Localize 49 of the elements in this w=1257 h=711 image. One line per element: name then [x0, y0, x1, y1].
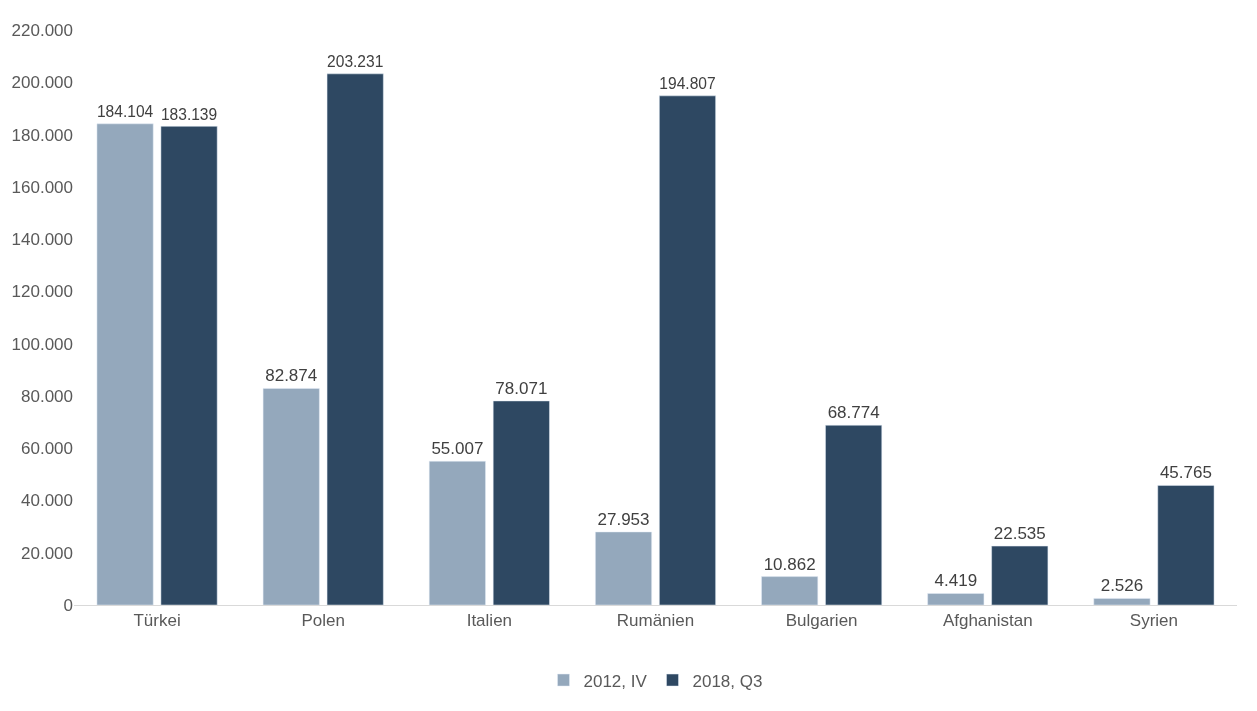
x-tick-label: Syrien	[1129, 611, 1179, 631]
x-tick-label: Rumänien	[616, 611, 695, 631]
data-label: 184.104	[96, 103, 154, 121]
y-tick-label: 140.000	[11, 230, 73, 250]
data-label: 194.807	[659, 75, 716, 93]
x-tick-label: Italien	[466, 611, 513, 631]
bar	[326, 73, 384, 605]
data-label: 203.231	[327, 53, 384, 71]
bar	[825, 425, 883, 605]
bar	[761, 576, 819, 605]
bar	[927, 593, 985, 605]
bar	[991, 545, 1049, 605]
bar	[160, 126, 218, 605]
bar	[428, 460, 486, 605]
legend-label: 2012, IV	[583, 671, 648, 691]
data-label: 183.139	[160, 105, 218, 123]
bar	[492, 400, 550, 605]
data-label: 27.953	[597, 509, 650, 529]
y-tick-label: 60.000	[21, 439, 73, 459]
data-label: 55.007	[431, 439, 484, 459]
data-label: 2.526	[1100, 576, 1144, 596]
legend-label: 2018, Q3	[692, 671, 763, 691]
x-tick-label: Bulgarien	[785, 611, 858, 631]
y-tick-label: 120.000	[11, 282, 73, 302]
y-tick-label: 20.000	[21, 543, 73, 563]
x-tick-label: Türkei	[133, 611, 181, 631]
y-tick-label: 0	[63, 595, 73, 615]
y-tick-label: 200.000	[11, 73, 73, 93]
y-tick-label: 40.000	[21, 491, 73, 511]
data-label: 68.774	[827, 403, 880, 423]
data-label: 45.765	[1159, 463, 1212, 483]
data-label: 4.419	[934, 571, 978, 591]
y-tick-label: 180.000	[11, 125, 73, 145]
y-tick-label: 100.000	[11, 334, 73, 354]
data-label: 22.535	[993, 524, 1046, 544]
bar	[659, 95, 716, 605]
bar	[595, 531, 652, 605]
bar	[1093, 598, 1151, 605]
bar	[1157, 485, 1215, 605]
data-label: 82.874	[265, 366, 318, 386]
x-tick-label: Afghanistan	[942, 611, 1033, 631]
y-tick-label: 220.000	[11, 20, 73, 40]
x-tick-label: Polen	[301, 611, 345, 631]
bar	[262, 388, 320, 605]
data-label: 78.071	[495, 378, 548, 398]
data-label: 10.862	[763, 554, 816, 574]
bar	[96, 123, 154, 605]
y-tick-label: 80.000	[21, 386, 73, 406]
y-tick-label: 160.000	[11, 177, 73, 197]
